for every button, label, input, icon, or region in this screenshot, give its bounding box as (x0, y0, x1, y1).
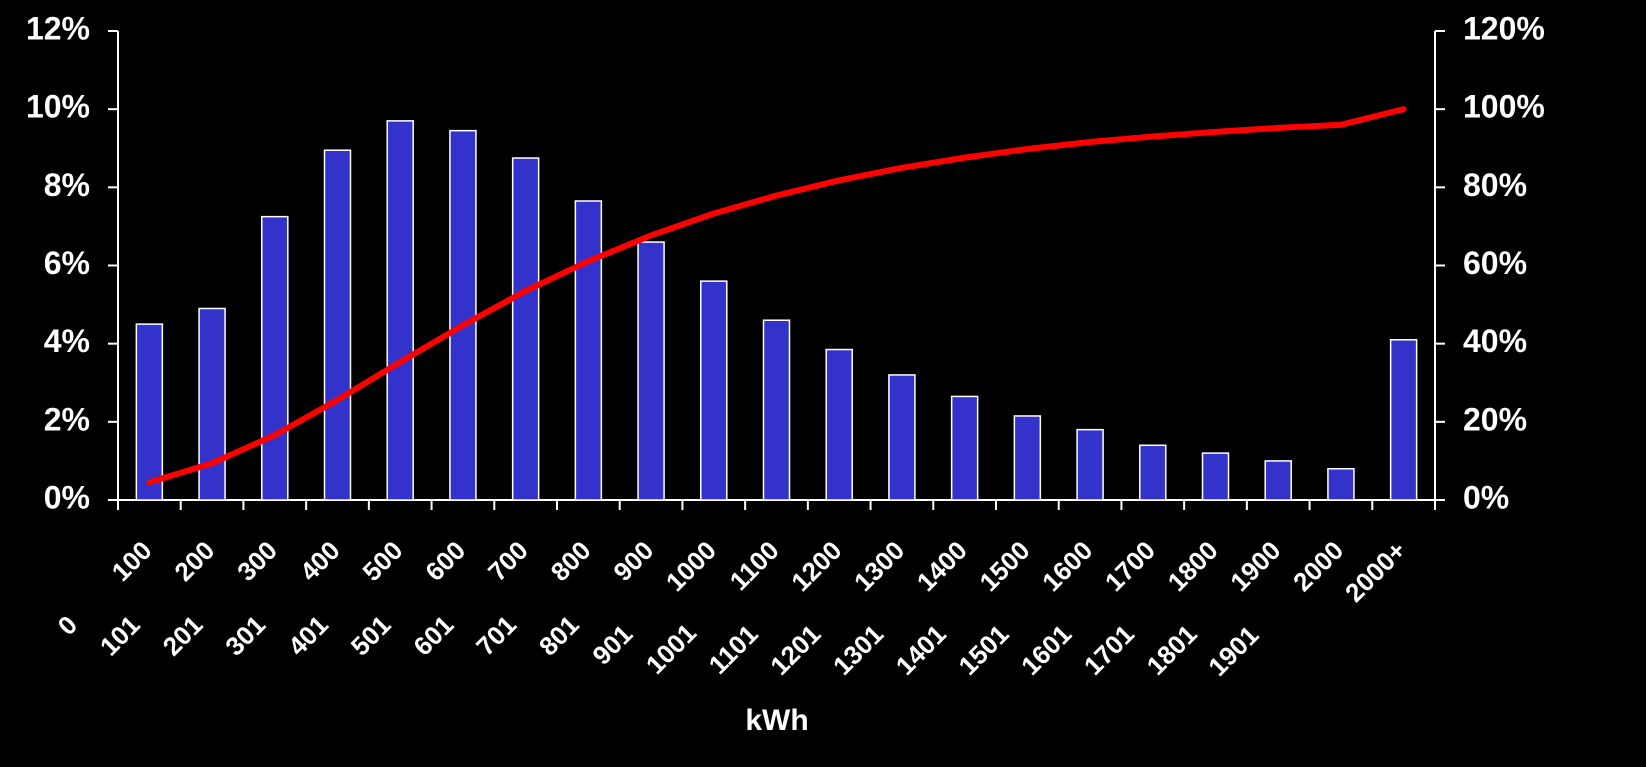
y-tick-label: 6% (44, 245, 90, 281)
y2-tick-label: 80% (1463, 167, 1527, 203)
x-tick-label-part: 201 (157, 610, 209, 662)
x-tick-label-part: 701 (470, 610, 522, 662)
x-tick-label-part: 700 (482, 535, 534, 587)
bar (888, 374, 916, 501)
x-tick-label-part: 1401 (890, 619, 952, 681)
y-tick-label: 2% (44, 401, 90, 437)
y2-tick-label: 0% (1463, 479, 1509, 515)
x-tick-label-part: 1900 (1224, 535, 1286, 597)
bar (1013, 415, 1042, 501)
bar (323, 149, 352, 501)
x-tick-label-part: 400 (294, 535, 346, 587)
x-tick-label-part: 1101 (703, 619, 764, 680)
x-tick-label: 701 800 (470, 535, 596, 661)
x-tick-label-part: 1700 (1099, 535, 1161, 597)
bar (449, 129, 477, 501)
bar (637, 241, 665, 501)
x-tick-label: 2000+ (1339, 535, 1412, 608)
x-tick-label-part: 1000 (660, 535, 722, 597)
x-tick-label-part: 1801 (1141, 619, 1203, 681)
bar (135, 323, 164, 501)
x-tick-label-part: 901 (586, 619, 638, 671)
x-tick-label-part: 0 (52, 610, 83, 641)
x-tick-label-part: 1100 (724, 535, 785, 596)
y-tick-label: 4% (44, 323, 90, 359)
y2-tick-label: 40% (1463, 323, 1527, 359)
bar (700, 280, 728, 501)
x-tick-label: 101 200 (94, 535, 220, 661)
bar (198, 307, 226, 501)
x-tick-label-part: 1601 (1015, 619, 1077, 681)
x-tick-label-part: 100 (106, 535, 158, 587)
y-tick-label: 12% (26, 10, 90, 46)
x-tick-label: 201 300 (157, 535, 283, 661)
x-tick-label-part: 1501 (952, 619, 1014, 681)
bar (1076, 428, 1104, 501)
x-tick-label: 501 600 (345, 535, 471, 661)
bar (574, 200, 603, 501)
x-tick-label-part: 1500 (973, 535, 1035, 597)
x-axis-title: kWh (745, 704, 808, 737)
bar (1389, 339, 1418, 501)
x-tick-label-part: 101 (94, 610, 146, 662)
x-tick-label-part: 600 (419, 535, 471, 587)
bar (825, 348, 853, 501)
bar (1201, 452, 1230, 501)
y-tick-label: 8% (44, 167, 90, 203)
x-tick-label-part: 1200 (785, 535, 847, 597)
line (146, 106, 1407, 486)
x-tick-label: 301 400 (219, 535, 345, 661)
x-tick-label-part: 501 (345, 610, 397, 662)
x-tick-label-part: 1901 (1202, 620, 1264, 682)
x-tick-label-part: 500 (357, 535, 409, 587)
x-tick-label: 601 700 (407, 535, 533, 661)
bar (511, 157, 540, 501)
x-tick-label-part: 301 (219, 610, 271, 662)
x-tick-label-part: 601 (407, 610, 459, 662)
x-tick-label-part: 1600 (1036, 535, 1098, 597)
y-tick-label: 10% (26, 89, 90, 125)
x-tick-label: 0 100 (52, 535, 158, 641)
y-tick-label: 0% (44, 479, 90, 515)
bar (950, 395, 979, 501)
y2-tick-label: 60% (1463, 245, 1527, 281)
x-tick-label-part: 200 (168, 535, 220, 587)
x-tick-label-part: 300 (231, 535, 283, 587)
x-tick-label-part: 1701 (1078, 619, 1140, 681)
bar (1264, 460, 1292, 501)
x-tick-label-part: 1201 (764, 619, 826, 681)
y2-tick-label: 20% (1463, 401, 1527, 437)
x-tick-label-part: 1800 (1162, 535, 1224, 597)
x-tick-label-part: 401 (282, 610, 334, 662)
x-tick-label-part: 1300 (848, 535, 910, 597)
x-tick-label-part: 801 (533, 610, 585, 662)
x-tick-label-part: 1001 (640, 618, 702, 680)
bar (386, 120, 414, 501)
x-tick-label-part: 800 (545, 535, 597, 587)
bar (261, 215, 289, 501)
y2-tick-label: 100% (1463, 89, 1545, 125)
x-tick-label: 401 500 (282, 535, 408, 661)
bar (1139, 444, 1167, 501)
x-tick-label-part: 2000+ (1339, 535, 1412, 608)
x-tick-label-part: 900 (607, 535, 659, 587)
x-tick-label-part: 1400 (911, 535, 973, 597)
y2-tick-label: 120% (1463, 10, 1545, 46)
bar (1327, 467, 1355, 501)
x-tick-label-part: 1301 (827, 619, 889, 681)
bar (762, 319, 791, 501)
